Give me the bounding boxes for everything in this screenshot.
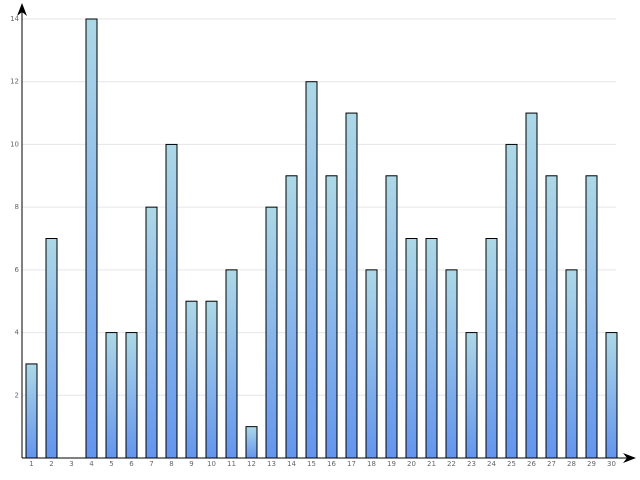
bar-20 <box>405 238 418 459</box>
x-tick-label: 19 <box>387 460 396 468</box>
bar-8 <box>165 143 178 459</box>
bar-30 <box>605 332 618 459</box>
x-tick-label: 2 <box>49 460 53 468</box>
x-tick-label: 8 <box>169 460 173 468</box>
y-tick-label: 12 <box>10 78 19 86</box>
bar-24 <box>485 238 498 459</box>
x-tick-label: 18 <box>367 460 376 468</box>
x-tick-label: 22 <box>447 460 456 468</box>
x-tick-label: 14 <box>287 460 296 468</box>
bar-22 <box>445 269 458 459</box>
bar-19 <box>385 175 398 459</box>
bar-18 <box>365 269 378 459</box>
bar-14 <box>285 175 298 459</box>
bar-12 <box>245 426 258 459</box>
x-tick-label: 17 <box>347 460 356 468</box>
x-tick-label: 12 <box>247 460 256 468</box>
bar-7 <box>145 206 158 459</box>
x-tick-label: 5 <box>109 460 113 468</box>
y-tick-label: 2 <box>15 391 19 399</box>
x-tick-label: 1 <box>29 460 33 468</box>
x-tick-label: 25 <box>507 460 516 468</box>
bar-6 <box>125 332 138 459</box>
x-tick-label: 16 <box>327 460 336 468</box>
x-tick-label: 13 <box>267 460 276 468</box>
x-tick-label: 27 <box>547 460 556 468</box>
y-tick-label: 6 <box>15 266 20 274</box>
bar-1 <box>25 363 38 459</box>
x-tick-label: 6 <box>129 460 134 468</box>
x-tick-label: 15 <box>307 460 316 468</box>
bar-9 <box>185 300 198 459</box>
x-tick-label: 11 <box>227 460 236 468</box>
x-tick-label: 20 <box>407 460 416 468</box>
x-tick-label: 4 <box>89 460 94 468</box>
bar-17 <box>345 112 358 459</box>
x-tick-label: 28 <box>567 460 576 468</box>
bar-26 <box>525 112 538 459</box>
x-tick-label: 9 <box>189 460 193 468</box>
x-tick-label: 29 <box>587 460 596 468</box>
bar-27 <box>545 175 558 459</box>
x-tick-labels: 1 2 3 4 5 6 7 8 9 10 11 12 13 14 15 16 17 18 19 20 21 22 23 24 2… <box>29 460 616 468</box>
x-tick-label: 23 <box>467 460 476 468</box>
bar-25 <box>505 143 518 459</box>
y-tick-label: 14 <box>10 15 19 23</box>
bar-4 <box>85 18 98 459</box>
bar-15 <box>305 81 318 459</box>
bar-23 <box>465 332 478 459</box>
bar-21 <box>425 238 438 459</box>
bar-29 <box>585 175 598 459</box>
bars <box>25 18 618 459</box>
axes <box>17 3 636 463</box>
x-tick-label: 21 <box>427 460 436 468</box>
y-tick-labels: 2 4 6 8 10 12 14 <box>10 15 19 399</box>
bar-16 <box>325 175 338 459</box>
x-tick-label: 3 <box>69 460 73 468</box>
grid-lines <box>22 18 616 396</box>
x-tick-label: 24 <box>487 460 496 468</box>
bar-28 <box>565 269 578 459</box>
y-tick-label: 10 <box>10 140 19 148</box>
bar-10 <box>205 300 218 459</box>
bar-13 <box>265 206 278 459</box>
bar-2 <box>45 238 58 459</box>
y-tick-label: 4 <box>15 329 20 337</box>
y-axis-arrow <box>17 3 27 16</box>
x-tick-label: 10 <box>207 460 216 468</box>
bar-11 <box>225 269 238 459</box>
x-tick-label: 7 <box>149 460 153 468</box>
x-axis-arrow <box>623 453 636 463</box>
x-tick-label: 30 <box>607 460 616 468</box>
bar-5 <box>105 332 118 459</box>
y-tick-label: 8 <box>15 203 19 211</box>
x-tick-label: 26 <box>527 460 536 468</box>
